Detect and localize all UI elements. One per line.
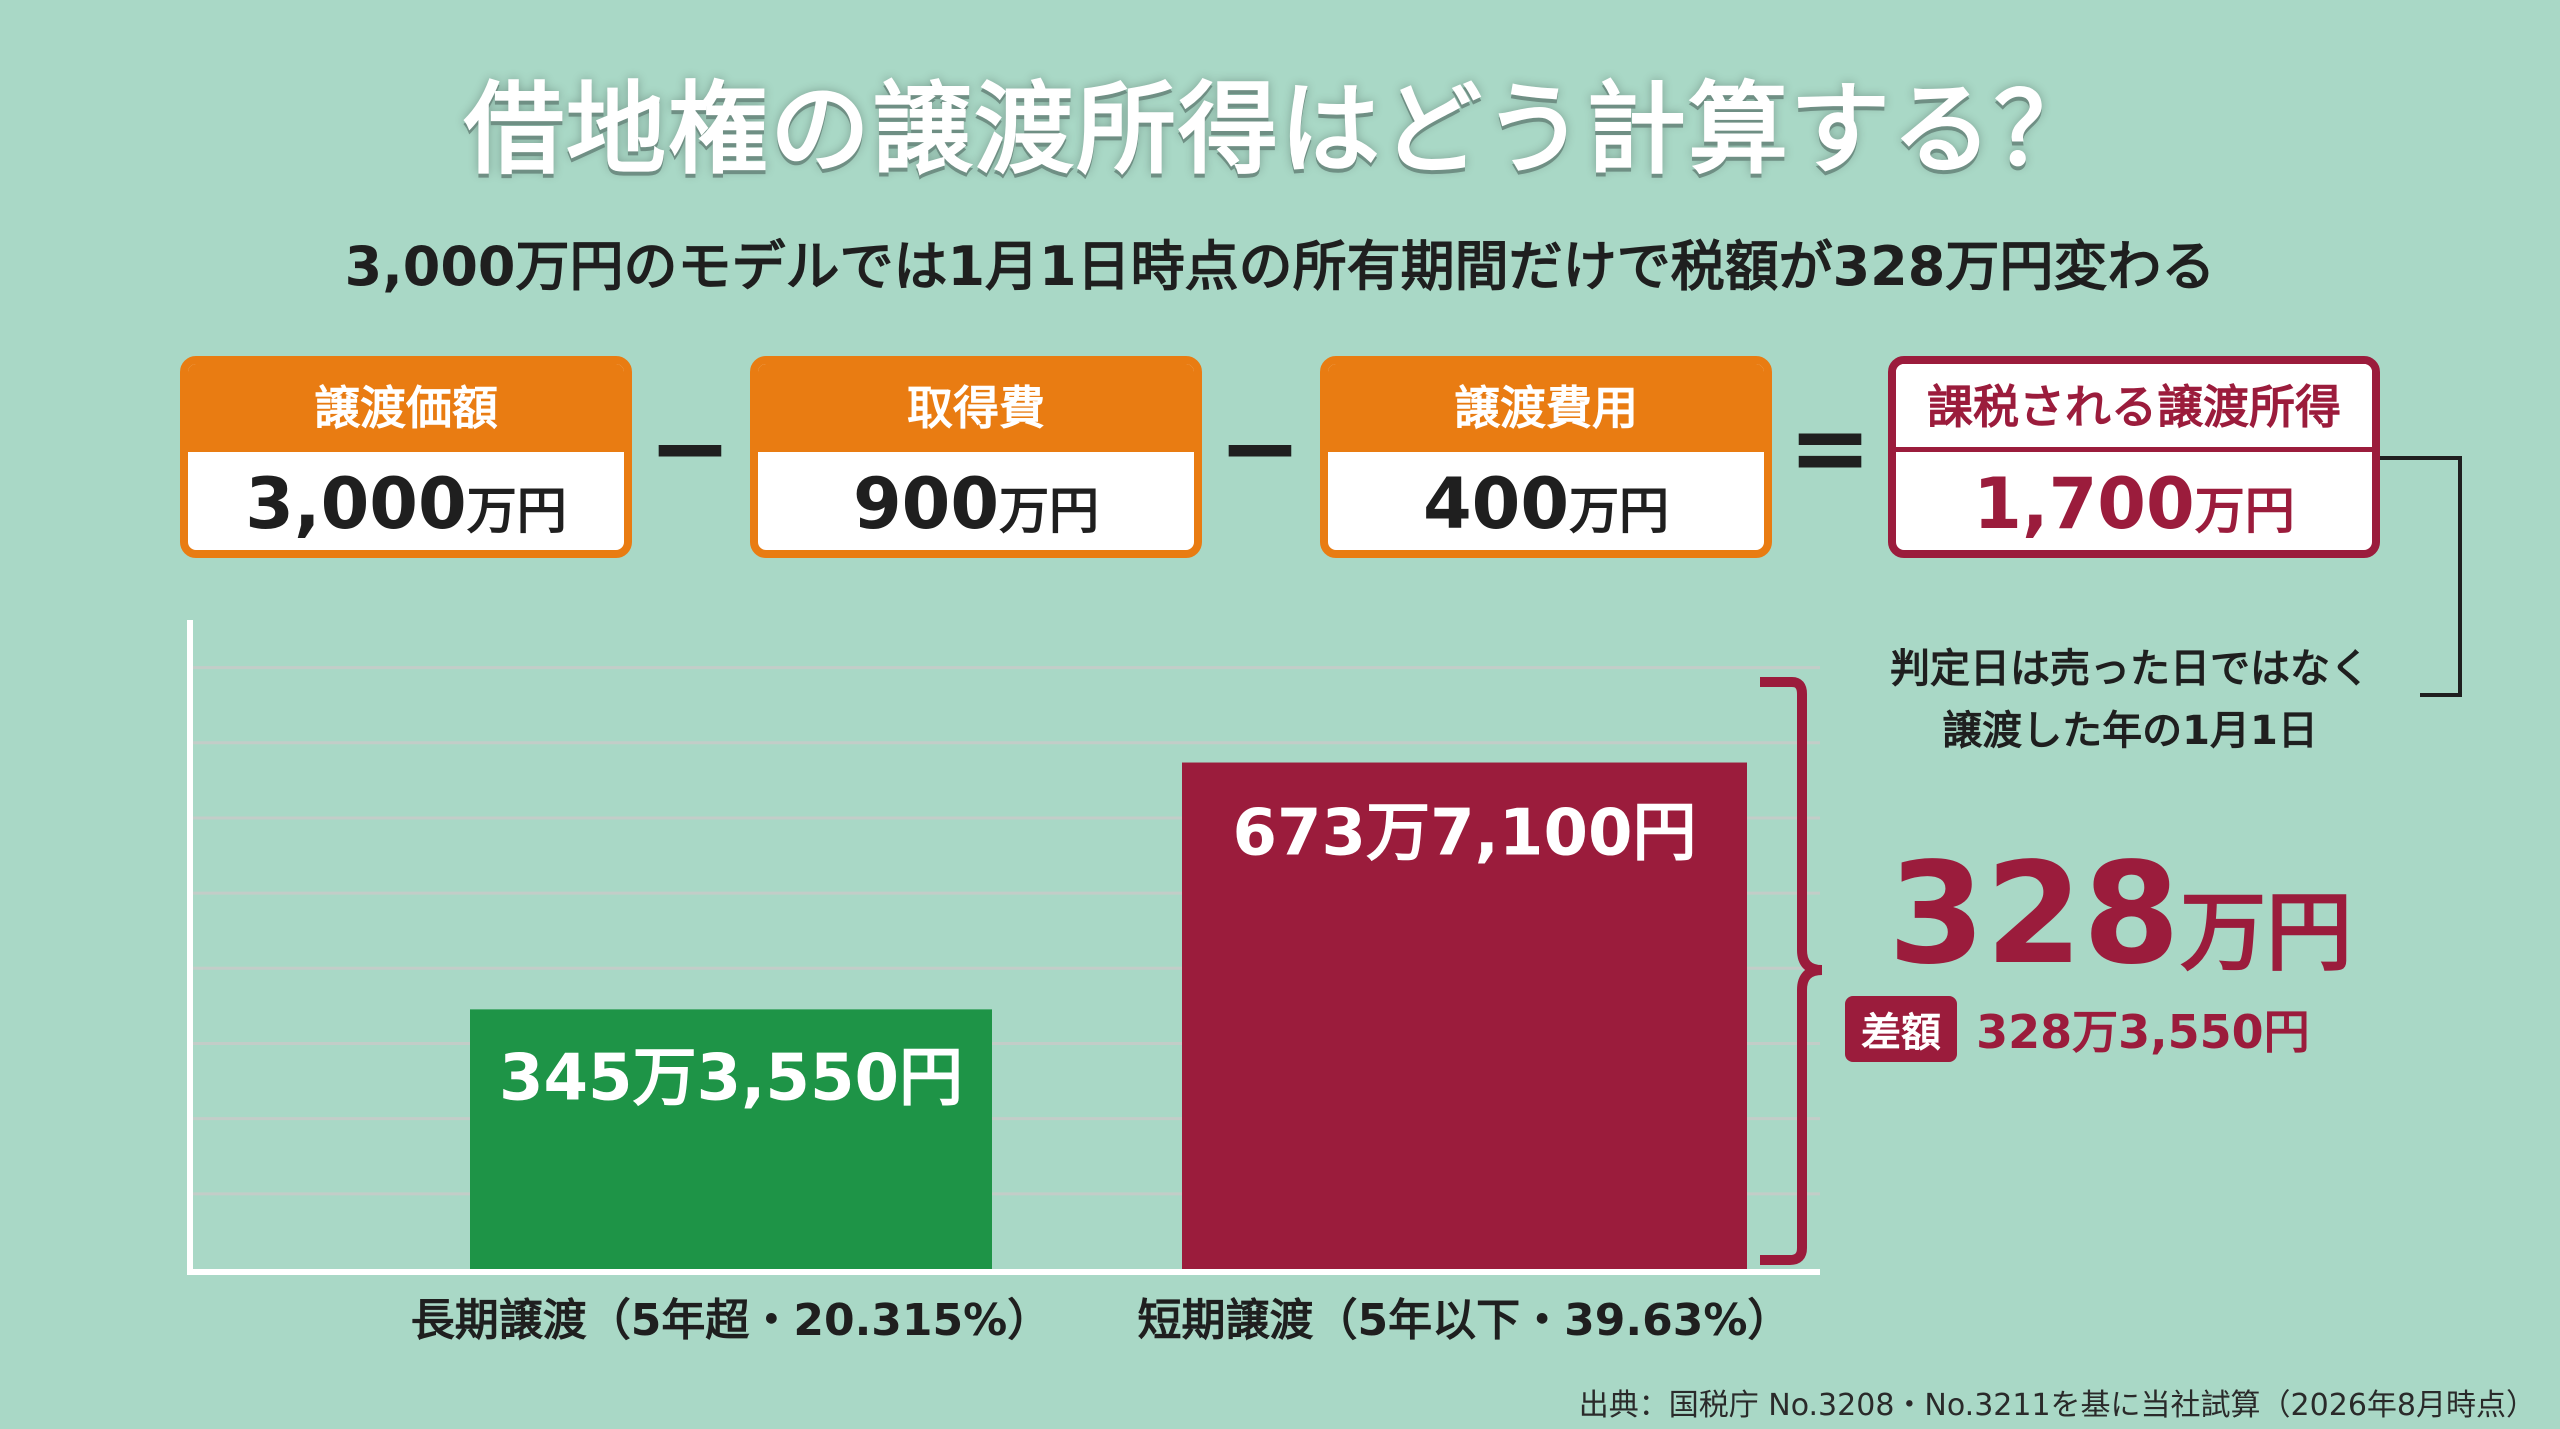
formula-box-label: 譲渡費用 [1328, 364, 1764, 452]
chart-bars [470, 762, 1747, 1269]
minus-operator: − [648, 389, 732, 506]
formula-box-transfer-cost: 譲渡費用 400万円 [1320, 356, 1772, 558]
formula-box-value: 400万円 [1422, 463, 1670, 545]
formula-box-value: 3,000万円 [245, 463, 567, 545]
formula-box-taxable-income: 課税される譲渡所得 1,700万円 [1888, 356, 2380, 558]
difference-big-value: 328万円 [1887, 833, 2353, 996]
judgement-date-note: 判定日は売った日ではなく 譲渡した年の1月1日 [1860, 638, 2400, 762]
equals-operator: = [1788, 389, 1872, 506]
difference-exact-value: 328万3,550円 [1976, 1005, 2310, 1059]
note-line-2: 譲渡した年の1月1日 [1942, 708, 2318, 754]
difference-bracket [1760, 677, 1823, 1265]
note-connector-line [2380, 456, 2462, 697]
formula-box-value: 900万円 [852, 463, 1100, 545]
category-label: 長期譲渡（5年超・20.315%） [411, 1295, 1052, 1346]
formula-box-label: 譲渡価額 [188, 364, 624, 452]
minus-operator: − [1218, 389, 1302, 506]
formula-box-label: 課税される譲渡所得 [1896, 364, 2372, 452]
difference-badge: 差額 [1845, 996, 1957, 1062]
bar-value-label: 345万3,550円 [499, 1041, 963, 1115]
source-note: 出典：国税庁 No.3208・No.3211を基に当社試算（2026年8月時点） [1578, 1388, 2536, 1423]
bar-long-term [470, 1009, 992, 1269]
difference-detail: 差額 328万3,550円 [1845, 996, 2310, 1062]
note-line-1: 判定日は売った日ではなく [1890, 646, 2370, 692]
bar-value-label: 673万7,100円 [1232, 797, 1696, 871]
page-subtitle: 3,000万円のモデルでは1月1日時点の所有期間だけで税額が328万円変わる [344, 235, 2216, 298]
formula-box-sale-price: 譲渡価額 3,000万円 [180, 356, 632, 558]
formula-box-acquisition-cost: 取得費 900万円 [750, 356, 1202, 558]
chart-decorations [187, 456, 2462, 1275]
formula-box-label: 取得費 [758, 364, 1194, 452]
formula-box-value: 1,700万円 [1973, 463, 2295, 545]
bar-short-term [1182, 762, 1747, 1269]
category-label: 短期譲渡（5年以下・39.63%） [1138, 1295, 1792, 1346]
page-title: 借地権の譲渡所得はどう計算する？ [464, 71, 2096, 188]
